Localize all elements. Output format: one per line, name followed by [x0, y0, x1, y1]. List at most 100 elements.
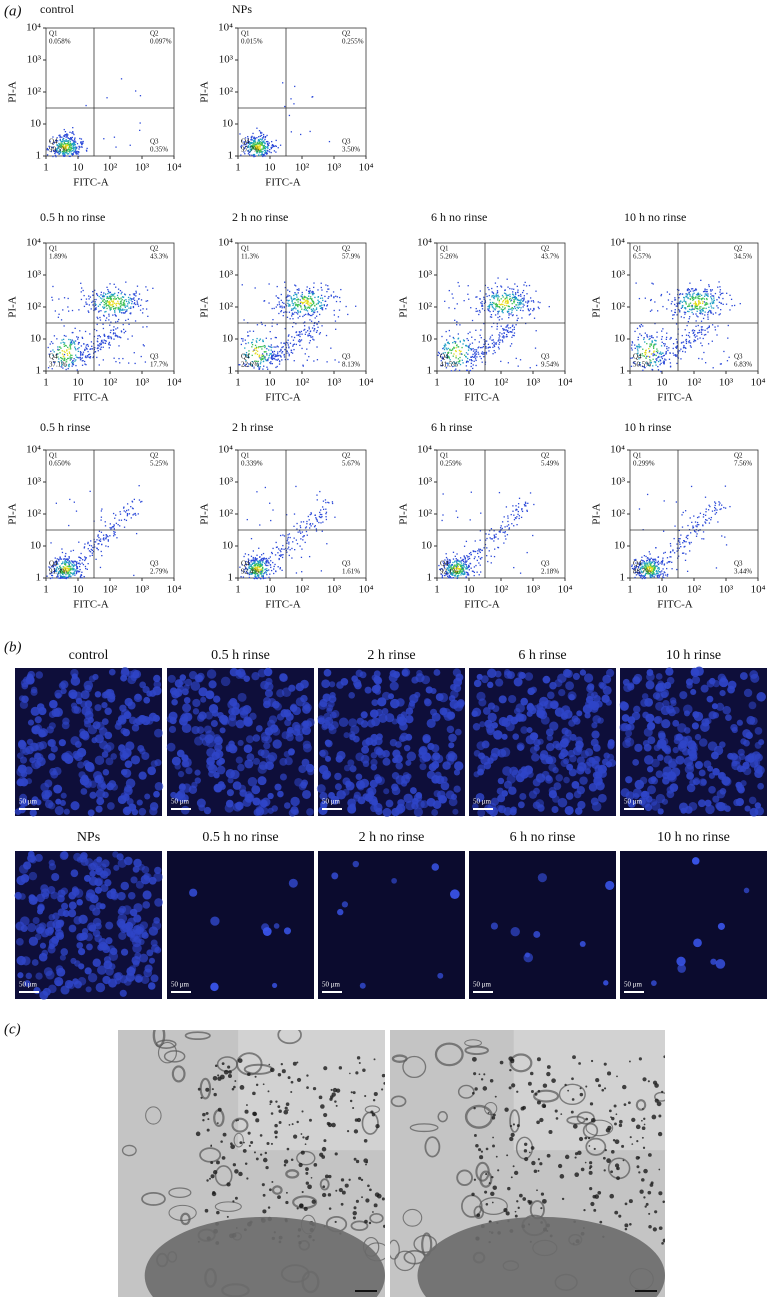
- event-dot: [115, 321, 116, 322]
- event-dot: [67, 153, 68, 154]
- event-dot: [662, 560, 663, 561]
- event-dot: [271, 349, 272, 350]
- event-dot: [55, 155, 56, 156]
- event-dot: [693, 293, 694, 294]
- event-dot: [92, 550, 93, 551]
- event-dot: [251, 139, 252, 140]
- event-dot: [65, 559, 66, 560]
- event-dot: [326, 335, 327, 336]
- event-dot: [524, 295, 525, 296]
- event-dot: [259, 566, 260, 567]
- event-dot: [320, 509, 321, 510]
- event-dot: [303, 521, 304, 522]
- event-dot: [240, 154, 241, 155]
- event-dot: [61, 558, 62, 559]
- event-dot: [678, 297, 679, 298]
- event-dot: [299, 345, 300, 346]
- event-dot: [503, 335, 504, 336]
- event-dot: [640, 577, 641, 578]
- event-dot: [442, 514, 443, 515]
- event-dot: [325, 301, 326, 302]
- event-dot: [467, 294, 468, 295]
- event-dot: [76, 511, 77, 512]
- quadrant-percent: 0.255%: [342, 38, 364, 46]
- quadrant-name: Q4: [49, 138, 58, 146]
- event-dot: [62, 561, 63, 562]
- event-dot: [60, 143, 61, 144]
- event-dot: [486, 547, 487, 548]
- event-dot: [495, 534, 496, 535]
- event-dot: [57, 349, 58, 350]
- event-dot: [306, 348, 307, 349]
- event-dot: [74, 137, 75, 138]
- event-dot: [679, 538, 680, 539]
- event-dot: [329, 141, 330, 142]
- event-dot: [88, 354, 89, 355]
- event-dot: [322, 531, 323, 532]
- quadrant-percent: 92.4%: [241, 568, 259, 576]
- event-dot: [696, 303, 697, 304]
- quadrant-name: Q4: [241, 353, 250, 361]
- event-dot: [299, 339, 300, 340]
- event-dot: [491, 538, 492, 539]
- event-dot: [483, 298, 484, 299]
- event-dot: [135, 514, 136, 515]
- event-dot: [690, 345, 691, 346]
- event-dot: [693, 341, 694, 342]
- event-dot: [260, 562, 261, 563]
- quadrant-percent: 0.339%: [241, 460, 263, 468]
- event-dot: [263, 134, 264, 135]
- y-tick-label: 10³: [418, 269, 433, 281]
- event-dot: [631, 366, 632, 367]
- event-dot: [468, 345, 469, 346]
- event-dot: [305, 297, 306, 298]
- event-dot: [472, 354, 473, 355]
- flow-plot: 2 h no rinseQ111.3%Q257.9%Q38.13%Q422.6%…: [199, 210, 374, 404]
- event-dot: [270, 363, 271, 364]
- event-dot: [140, 122, 141, 123]
- event-dot: [718, 281, 719, 282]
- event-dot: [289, 555, 290, 556]
- event-dot: [699, 330, 700, 331]
- event-dot: [100, 304, 101, 305]
- event-dot: [107, 293, 108, 294]
- event-dot: [723, 304, 724, 305]
- y-axis-label: PI-A: [199, 296, 211, 317]
- event-dot: [129, 513, 130, 514]
- event-dot: [118, 289, 119, 290]
- event-dot: [71, 151, 72, 152]
- event-dot: [699, 298, 700, 299]
- event-dot: [264, 351, 265, 352]
- event-dot: [525, 505, 526, 506]
- event-dot: [698, 301, 699, 302]
- event-dot: [686, 537, 687, 538]
- event-dot: [520, 296, 521, 297]
- event-dot: [506, 334, 507, 335]
- event-dot: [458, 333, 459, 334]
- event-dot: [288, 547, 289, 548]
- event-dot: [109, 296, 110, 297]
- event-dot: [67, 355, 68, 356]
- event-dot: [242, 284, 243, 285]
- event-dot: [280, 551, 281, 552]
- event-dot: [334, 310, 335, 311]
- quadrant-percent: 97.7%: [241, 146, 259, 154]
- event-dot: [122, 309, 123, 310]
- event-dot: [514, 327, 515, 328]
- y-tick-label: 10⁴: [417, 444, 432, 456]
- event-dot: [75, 348, 76, 349]
- event-dot: [291, 308, 292, 309]
- event-dot: [295, 486, 296, 487]
- event-dot: [284, 307, 285, 308]
- event-dot: [498, 347, 499, 348]
- event-dot: [664, 362, 665, 363]
- event-dot: [260, 363, 261, 364]
- event-dot: [686, 341, 687, 342]
- event-dot: [460, 569, 461, 570]
- y-tick-label: 10³: [27, 476, 42, 488]
- event-dot: [512, 315, 513, 316]
- event-dot: [274, 566, 275, 567]
- event-dot: [74, 361, 75, 362]
- event-dot: [312, 294, 313, 295]
- event-dot: [467, 574, 468, 575]
